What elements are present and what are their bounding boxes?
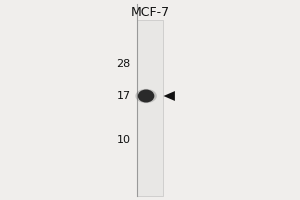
Text: 10: 10 (116, 135, 130, 145)
Ellipse shape (135, 89, 157, 103)
Ellipse shape (138, 90, 154, 102)
Polygon shape (164, 91, 175, 101)
Text: 28: 28 (116, 59, 130, 69)
Bar (137, 20, 163, 196)
Text: 17: 17 (116, 91, 130, 101)
Text: MCF-7: MCF-7 (130, 5, 170, 19)
